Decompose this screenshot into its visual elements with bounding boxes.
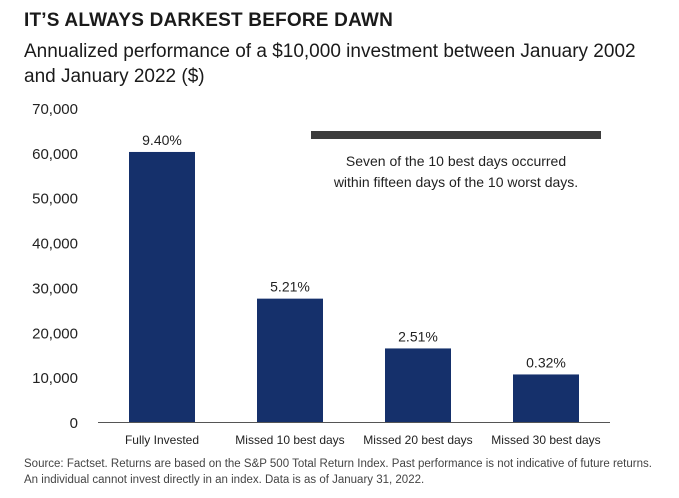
annotation-line-1: Seven of the 10 best days occurred <box>346 153 566 169</box>
y-tick-label: 0 <box>70 415 78 432</box>
y-tick-label: 20,000 <box>32 325 78 342</box>
y-tick-label: 50,000 <box>32 191 78 208</box>
bars: 9.40% 5.21% 2.51% 0.32% <box>129 132 579 422</box>
y-tick-label: 10,000 <box>32 370 78 387</box>
y-tick-label: 40,000 <box>32 236 78 253</box>
y-axis: 0 10,000 20,000 30,000 40,000 50,000 60,000 70,… <box>32 101 78 432</box>
bar <box>385 348 451 422</box>
x-tick-label: Missed 30 best days <box>491 433 600 447</box>
plot-area: 0 10,000 20,000 30,000 40,000 50,000 60,000 70,… <box>32 101 610 447</box>
x-tick-label: Missed 10 best days <box>235 433 344 447</box>
y-tick-label: 70,000 <box>32 101 78 118</box>
annotation-line-2: within fifteen days of the 10 worst days… <box>333 174 578 190</box>
bar-data-label: 9.40% <box>142 132 182 148</box>
bar-data-label: 0.32% <box>526 354 566 370</box>
annotation-bar <box>311 131 601 139</box>
x-tick-label: Missed 20 best days <box>363 433 472 447</box>
chart-title: IT’S ALWAYS DARKEST BEFORE DAWN <box>24 10 393 31</box>
y-tick-label: 30,000 <box>32 280 78 297</box>
bar <box>257 298 323 422</box>
bar-data-label: 5.21% <box>270 279 310 295</box>
y-tick-label: 60,000 <box>32 146 78 163</box>
bar <box>129 151 195 422</box>
chart-subtitle: Annualized performance of a $10,000 inve… <box>24 41 636 87</box>
source-note: Source: Factset. Returns are based on th… <box>24 458 652 486</box>
bar <box>513 374 579 422</box>
x-axis: Fully Invested Missed 10 best days Missed … <box>98 422 610 447</box>
bar-data-label: 2.51% <box>398 328 438 344</box>
annotation: Seven of the 10 best days occurred withi… <box>311 131 601 190</box>
x-tick-label: Fully Invested <box>125 433 199 447</box>
